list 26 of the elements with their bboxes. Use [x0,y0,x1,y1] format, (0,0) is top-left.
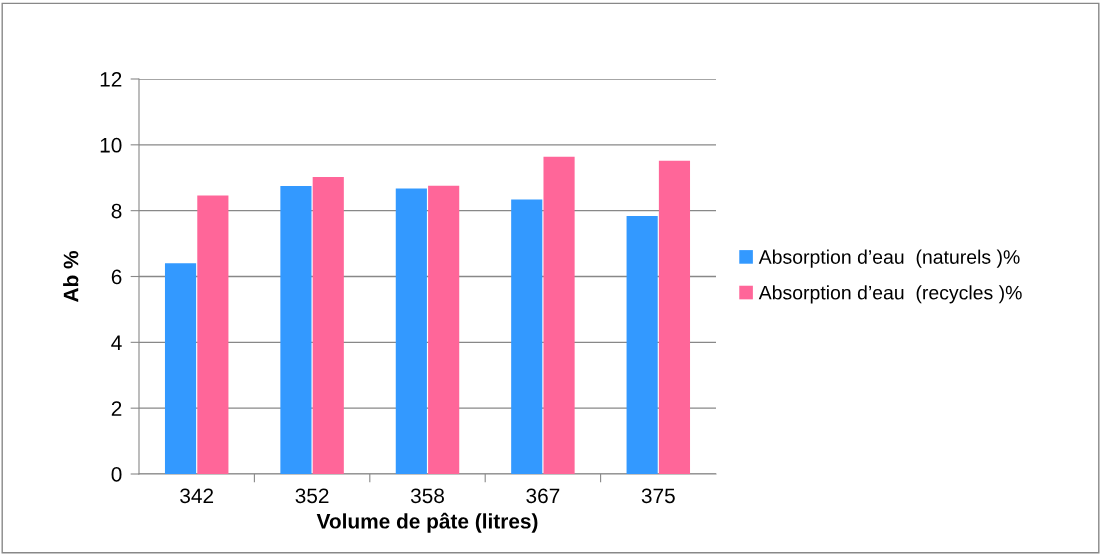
y-tick-label: 4 [111,335,122,350]
x-tick-label: 375 [641,488,675,504]
legend-label: Absorption d’eau (recycles )% [758,285,1022,304]
bar [428,185,460,474]
bar [626,215,658,474]
bar [312,177,344,474]
bar [164,263,197,474]
bar [280,185,312,474]
y-tick-label: 8 [111,203,122,219]
x-tick-label: 367 [526,488,560,504]
x-tick-label: 342 [180,488,214,504]
y-tick-label: 10 [100,137,122,153]
y-tick-label: 0 [111,467,122,482]
legend-label: Absorption d’eau (naturels )% [758,249,1020,268]
bar [543,156,575,474]
bar [511,199,543,474]
x-axis-title: Volume de pâte (litres) [316,512,538,533]
y-tick-label: 2 [111,401,122,416]
x-tick-label: 358 [410,488,444,504]
bar [658,160,691,474]
bar [395,188,427,474]
y-tick-label: 12 [100,72,122,87]
x-tick-label: 352 [295,488,329,504]
y-tick-label: 6 [111,269,122,285]
bar [197,195,229,474]
y-axis-title: Ab % [63,251,79,303]
